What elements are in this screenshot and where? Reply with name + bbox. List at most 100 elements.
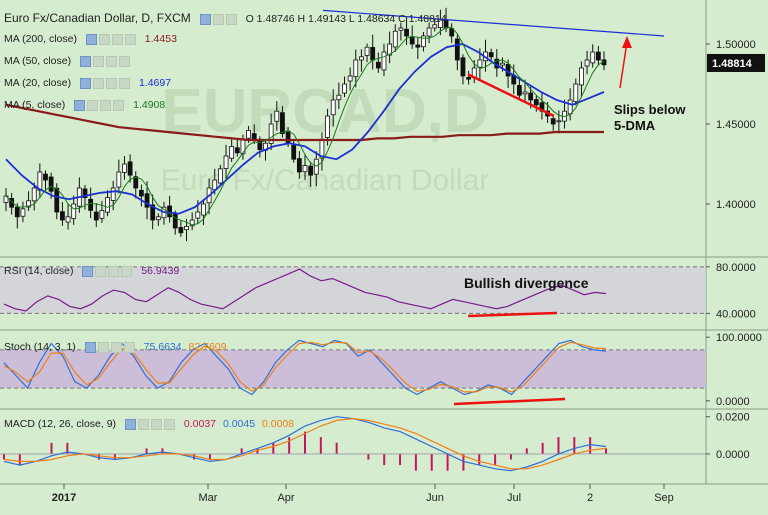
close-icon[interactable] — [111, 33, 123, 45]
macd-line-2 — [3, 417, 607, 470]
candle-body — [308, 165, 314, 176]
more-icon[interactable] — [113, 99, 125, 111]
candle-body — [533, 99, 539, 106]
ma200-buttons[interactable] — [85, 33, 138, 45]
candle-body — [144, 193, 150, 208]
watermark-symbol: EURCAD,D — [161, 77, 488, 146]
candle-body — [217, 168, 223, 184]
candle-body — [60, 211, 65, 221]
rsi-buttons[interactable] — [82, 265, 134, 277]
candle-body — [82, 188, 88, 198]
close-icon[interactable] — [106, 77, 118, 89]
candle-body — [381, 51, 387, 71]
up-arrow-shaft — [619, 41, 628, 89]
eye-icon[interactable] — [84, 341, 96, 353]
candle-body — [127, 161, 133, 176]
ma20-buttons[interactable] — [80, 77, 132, 89]
candle-body — [528, 92, 534, 101]
candle-body — [404, 28, 409, 37]
candle-body — [415, 44, 421, 48]
candle-body — [488, 52, 494, 58]
stoch-buttons[interactable] — [84, 341, 137, 353]
price-divergence-line — [467, 73, 555, 118]
settings-icon[interactable] — [95, 265, 107, 277]
candle-body — [65, 216, 71, 223]
more-icon[interactable] — [121, 265, 133, 277]
ma5-buttons[interactable] — [74, 99, 126, 111]
candle-body — [285, 130, 291, 144]
time-tick-label: Apr — [277, 492, 294, 504]
more-icon[interactable] — [163, 418, 175, 430]
settings-icon[interactable] — [87, 99, 99, 111]
candle-body — [347, 75, 353, 82]
candle-body — [387, 43, 393, 56]
time-tick-label: Jun — [426, 492, 444, 504]
legend-buttons[interactable] — [199, 13, 239, 25]
close-icon[interactable] — [106, 55, 118, 67]
eye-icon[interactable] — [74, 99, 86, 111]
candle-body — [110, 187, 116, 201]
candle-body — [274, 110, 280, 122]
more-icon[interactable] — [123, 341, 135, 353]
close-icon[interactable] — [100, 99, 112, 111]
current-price-label: 1.48814 — [712, 58, 753, 70]
stoch-band — [0, 349, 706, 389]
close-icon[interactable] — [108, 265, 120, 277]
eye-icon[interactable] — [85, 33, 97, 45]
settings-icon[interactable] — [97, 341, 109, 353]
price-tick-label: 1.45000 — [716, 119, 756, 131]
eye-icon[interactable] — [199, 13, 211, 25]
candle-body — [437, 19, 443, 29]
candle-body — [195, 211, 201, 219]
settings-icon[interactable] — [212, 13, 224, 25]
stoch-divergence-line — [453, 397, 566, 406]
time-tick-label: 2 — [587, 492, 593, 504]
candle-body — [325, 115, 330, 138]
candle-body — [432, 24, 438, 29]
symbol-legend: Euro Fx/Canadian Dollar, D, FXCM O 1.487… — [4, 11, 447, 25]
settings-icon[interactable] — [137, 418, 149, 430]
candle-body — [460, 57, 466, 77]
candle-body — [426, 27, 432, 37]
macd-buttons[interactable] — [124, 418, 177, 430]
candle-body — [155, 216, 161, 221]
more-icon[interactable] — [119, 55, 131, 67]
close-icon[interactable] — [150, 418, 162, 430]
eye-icon[interactable] — [124, 418, 136, 430]
candle-body — [234, 147, 240, 154]
ma20-label: MA (20, close) — [4, 77, 72, 89]
candle-body — [280, 112, 285, 135]
settings-icon[interactable] — [93, 77, 105, 89]
ma50-buttons[interactable] — [80, 55, 132, 67]
close-icon[interactable] — [110, 341, 122, 353]
current-price-tag — [707, 53, 765, 72]
candle-body — [122, 163, 127, 173]
candle-body — [71, 203, 77, 219]
macd-value-3: 0.0008 — [261, 418, 295, 430]
more-icon[interactable] — [119, 77, 131, 89]
stoch-line-1 — [3, 339, 607, 396]
candle-body — [556, 120, 562, 123]
resistance-trendline — [322, 9, 665, 37]
up-arrow-head — [622, 36, 632, 48]
more-icon[interactable] — [124, 33, 136, 45]
settings-icon[interactable] — [98, 33, 110, 45]
candle-body — [229, 145, 235, 159]
candle-body — [88, 198, 94, 211]
ma200-label: MA (200, close) — [4, 33, 77, 45]
ma50-label: MA (50, close) — [4, 55, 72, 67]
eye-icon[interactable] — [80, 55, 92, 67]
settings-icon[interactable] — [93, 55, 105, 67]
eye-icon[interactable] — [82, 265, 94, 277]
close-icon[interactable] — [225, 13, 237, 25]
macd-legend: MACD (12, 26, close, 9) 0.0037 0.0045 0.… — [4, 418, 294, 430]
candle-body — [342, 83, 347, 94]
candle-body — [150, 204, 156, 221]
time-tick-label: Mar — [199, 492, 218, 504]
candle-body — [48, 176, 54, 192]
eye-icon[interactable] — [80, 77, 92, 89]
ma5-legend: MA (5, close) 1.4908 — [4, 99, 165, 111]
candle-body — [330, 99, 336, 116]
